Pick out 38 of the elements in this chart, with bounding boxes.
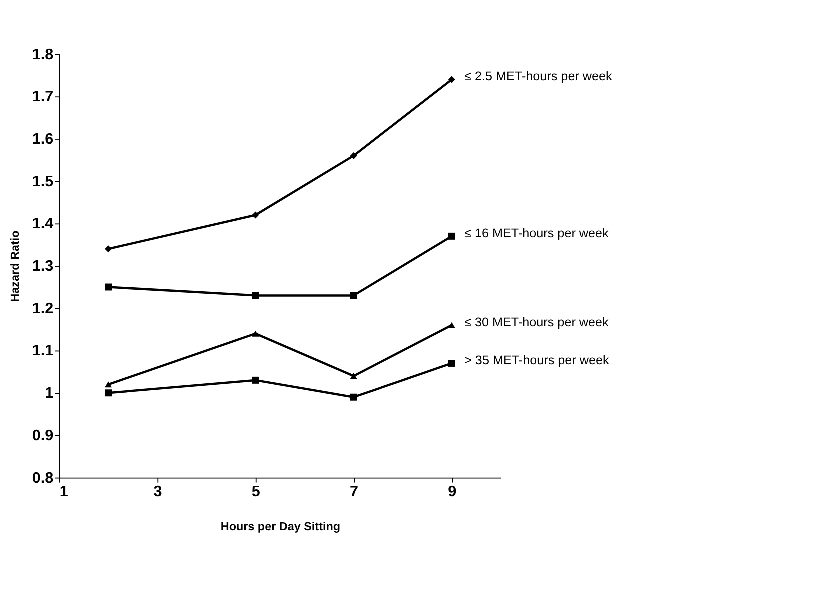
point bbox=[448, 76, 456, 84]
y-tick-label: 1.2 bbox=[32, 300, 54, 318]
point bbox=[350, 152, 358, 160]
point bbox=[448, 232, 456, 240]
y-tick-label: 1.3 bbox=[32, 258, 54, 276]
point bbox=[252, 212, 260, 219]
x-tick-label: 1 bbox=[60, 483, 69, 500]
point bbox=[105, 382, 112, 388]
point bbox=[252, 376, 260, 384]
y-tick-label: 1.6 bbox=[32, 130, 54, 148]
y-axis-title: Hazard Ratio bbox=[8, 230, 22, 302]
series-label: ≤ 2.5 MET-hours per week bbox=[464, 70, 614, 84]
x-tick-label: 9 bbox=[448, 483, 457, 500]
point bbox=[105, 390, 112, 397]
x-axis-title: Hours per Day Sitting bbox=[220, 520, 341, 534]
point bbox=[350, 292, 358, 300]
point bbox=[350, 373, 358, 380]
x-tick-label: 5 bbox=[252, 483, 261, 500]
y-tick-label: 0.9 bbox=[32, 427, 54, 444]
series-label: > 35 MET-hours per week bbox=[464, 353, 610, 368]
x-tick-label: 7 bbox=[350, 483, 359, 500]
y-tick-label: 1.4 bbox=[32, 216, 54, 233]
series-label: ≤ 30 MET-hours per week bbox=[464, 315, 610, 330]
series-label: ≤ 16 MET-hours per week bbox=[464, 226, 610, 240]
point bbox=[105, 246, 112, 253]
point bbox=[105, 284, 112, 291]
y-tick-label: 1 bbox=[45, 385, 54, 402]
y-tick-label: 0.8 bbox=[32, 470, 54, 487]
point bbox=[252, 292, 260, 300]
x-tick-label: 3 bbox=[154, 483, 162, 500]
point bbox=[448, 360, 456, 367]
y-tick-label: 1.7 bbox=[32, 88, 54, 106]
y-tick-label: 1.8 bbox=[32, 46, 54, 64]
y-tick-label: 1.5 bbox=[32, 173, 54, 190]
point bbox=[350, 394, 358, 401]
y-tick-label: 1.1 bbox=[32, 342, 54, 360]
point bbox=[448, 322, 456, 328]
point bbox=[252, 330, 260, 337]
